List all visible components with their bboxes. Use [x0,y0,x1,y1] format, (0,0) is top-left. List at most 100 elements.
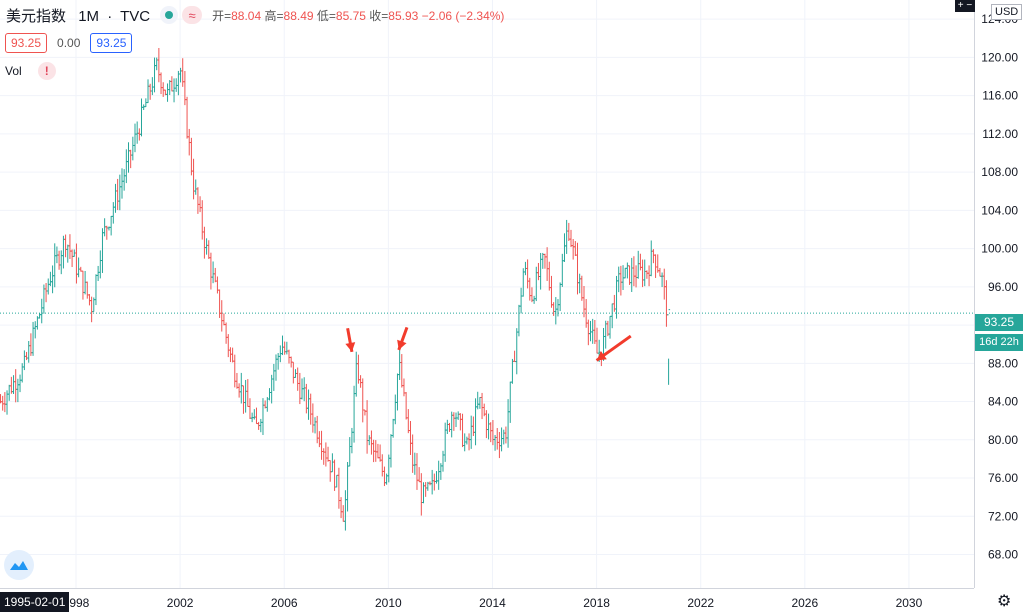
price-tick-label: 100.00 [981,242,1018,256]
ohlc-bar [213,267,217,283]
ohlc-bar [443,422,447,462]
ohlc-bar [515,328,519,375]
ohlc-bar [569,229,573,248]
change-value: −2.06 [421,8,453,23]
price-tick-label: 76.00 [988,471,1018,485]
ohlc-bar [96,265,100,282]
ohlc-bar [124,149,128,184]
symbol-title[interactable]: 美元指数 1M · TVC [6,7,151,25]
ohlc-bar [469,415,473,449]
ohlc-bar [489,422,493,443]
ohlc-bar [140,98,144,137]
ohlc-bar [643,259,647,287]
ohlc-bar [87,294,91,306]
low-value: 85.75 [335,8,366,23]
ohlc-bar [304,383,308,414]
ohlc-bar [504,426,508,444]
ohlc-bar [385,473,389,485]
open-label: 开= [212,8,232,23]
ohlc-bar [142,104,146,110]
price-tick-label: 68.00 [988,548,1018,562]
ohlc-bar [150,77,154,96]
cursor-date-label: 1995-02-01 [0,592,70,612]
ohlc-bar [22,350,26,371]
ohlc-bar [118,174,122,211]
ohlc-bar [393,394,397,425]
ohlc-bar [441,450,445,472]
ohlc-bar [74,243,78,284]
ohlc-bar [634,265,638,288]
ohlc-bar [632,256,636,287]
ohlc-bar [636,250,640,279]
ohlc-bar [168,80,172,95]
ohlc-bar [456,411,460,420]
ohlc-bar [448,422,452,432]
ohlc-bar [133,123,137,153]
ohlc-bar [495,428,499,450]
compare-wave-button[interactable]: ≈ [182,6,203,24]
ohlc-bar [337,467,341,509]
ohlc-bar [408,421,412,455]
ohlc-bar [48,271,52,287]
ohlc-bar [391,418,395,438]
close-label: 收= [369,8,389,23]
ohlc-bar [324,442,328,467]
ohlc-bar [31,321,35,356]
ohlc-bar [628,265,632,285]
ohlc-bar [374,440,378,462]
ohlc-bar [402,378,406,397]
ohlc-bar [528,277,532,301]
volume-warning-icon[interactable]: ! [37,62,56,80]
time-tick-label: 2006 [271,596,298,610]
symbol-name: 美元指数 [6,7,67,25]
tradingview-logo[interactable] [4,550,34,580]
currency-label[interactable]: USD [991,4,1023,20]
time-tick-label: 2002 [167,596,194,610]
ohlc-bar [7,384,11,401]
open-value: 88.04 [231,8,262,23]
market-status-button[interactable] [160,6,179,24]
time-tick-label: 2026 [791,596,818,610]
ohlc-bar [252,409,256,420]
ohlc-bar [317,431,321,448]
interval-label: 1M [78,7,100,25]
ohlc-bar [667,309,671,385]
ohlc-bar [287,349,291,364]
ohlc-bar [398,349,402,380]
ohlc-bar [172,78,176,103]
ohlc-bar [595,327,599,354]
ohlc-bar [502,429,506,445]
ohlc-bar [111,202,115,224]
ohlc-bar [649,240,653,277]
ohlc-bar [339,497,343,519]
price-tick-label: 104.00 [981,203,1018,217]
grid-lines [0,0,974,588]
ohlc-bar [534,266,538,302]
volume-label[interactable]: Vol [5,64,22,78]
ohlc-bar [651,249,655,264]
ohlc-bar [198,196,202,213]
ohlc-bar [66,244,70,263]
ohlc-bar [226,334,230,358]
price-tick-label: 116.00 [982,89,1018,103]
settings-gear-icon[interactable]: ⚙ [997,593,1012,610]
price-axis[interactable]: 124.00120.00116.00112.00108.00104.00100.… [981,12,1018,561]
price-tick-label: 120.00 [981,50,1018,64]
ohlc-bar [70,249,74,268]
price-tick-label: 88.00 [988,356,1018,370]
ohlc-bar [378,444,382,462]
ohlc-bar [476,391,480,410]
ohlc-bar [53,243,57,288]
ohlc-bar [224,322,228,344]
time-axis[interactable]: 1998 2002 2006 2010 2014 2018 2022 2026 2030 [63,596,923,610]
ohlc-bar [608,315,612,339]
buy-price-box[interactable]: 93.25 [90,33,133,53]
ohlc-bar [552,302,556,316]
sell-price-box[interactable]: 93.25 [5,33,48,53]
price-tick-label: 84.00 [988,395,1018,409]
ohlc-bar [400,354,404,388]
ohlc-bar [298,372,302,405]
ohlc-bar [200,200,204,240]
low-label: 低= [316,8,336,23]
